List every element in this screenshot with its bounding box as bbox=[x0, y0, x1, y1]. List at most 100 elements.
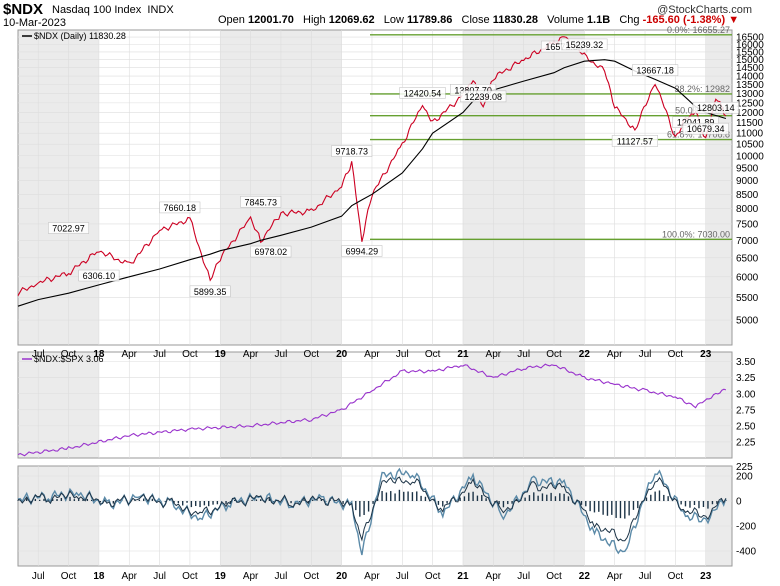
oscillator-slow-line bbox=[17, 476, 727, 542]
x-axis-tick-top: Apr bbox=[243, 349, 259, 360]
x-axis-tick-bottom: Oct bbox=[182, 571, 198, 582]
x-axis-tick-bottom: 23 bbox=[700, 571, 712, 582]
year-shade-band bbox=[18, 352, 99, 458]
x-axis-tick-bottom: 18 bbox=[93, 571, 105, 582]
x-axis-tick-top: Oct bbox=[61, 349, 77, 360]
quote-values: Open 12001.70 High 12069.62 Low 11789.86… bbox=[218, 14, 739, 26]
fib-level-label: 0.0%: 16655.27 bbox=[667, 25, 730, 35]
low-value: 11789.86 bbox=[407, 14, 453, 26]
x-axis-tick-bottom: Jul bbox=[517, 571, 530, 582]
price-point-label: 12041.89 bbox=[677, 118, 715, 128]
oscillator-top-label: 225 bbox=[736, 462, 753, 473]
x-axis-tick-bottom: Apr bbox=[243, 571, 259, 582]
price-point-label: 13667.18 bbox=[636, 66, 674, 76]
ratio-axis-tick: 3.25 bbox=[736, 373, 756, 384]
price-axis-tick: 8000 bbox=[736, 204, 759, 215]
grid-lines bbox=[18, 30, 732, 566]
fib-level-label: 61.8%: 10706.8 bbox=[667, 130, 730, 140]
x-axis-tick-top: Oct bbox=[182, 349, 198, 360]
moving-average-line bbox=[17, 59, 727, 307]
chg-value: -165.60 (-1.38%) bbox=[642, 14, 726, 26]
price-point-label-box bbox=[341, 245, 383, 257]
price-axis-tick: 11000 bbox=[736, 129, 764, 140]
x-axis-tick-bottom: Jul bbox=[396, 571, 409, 582]
price-axis-tick: 9000 bbox=[736, 176, 759, 187]
price-point-label: 7660.18 bbox=[164, 203, 197, 213]
oscillator-axis-tick: 200 bbox=[736, 472, 753, 483]
year-shade-band bbox=[705, 30, 732, 345]
price-point-label: 6306.10 bbox=[83, 271, 116, 281]
x-axis-tick-top: Oct bbox=[304, 349, 320, 360]
x-axis-tick-bottom: Oct bbox=[425, 571, 441, 582]
x-axis-tick-top: Apr bbox=[607, 349, 623, 360]
x-axis-tick-top: 21 bbox=[457, 349, 469, 360]
price-point-label: 13807.70 bbox=[454, 85, 492, 95]
x-axis-tick-bottom: Oct bbox=[546, 571, 562, 582]
symbol-title: $NDX bbox=[3, 1, 44, 18]
close-value: 11830.28 bbox=[492, 14, 538, 26]
price-point-label-box bbox=[611, 135, 658, 147]
open-value: 12001.70 bbox=[247, 14, 294, 26]
x-axis-tick-top: Jul bbox=[639, 349, 652, 360]
price-point-label-box bbox=[189, 285, 231, 298]
price-point-label-box bbox=[250, 245, 292, 258]
high-label: High bbox=[303, 14, 326, 26]
price-point-label: 12239.08 bbox=[464, 92, 502, 102]
price-point-label-box bbox=[460, 90, 507, 103]
price-axis-tick: 5000 bbox=[736, 316, 759, 327]
ratio-panel bbox=[17, 363, 727, 457]
price-point-label: 15239.32 bbox=[566, 40, 604, 50]
price-axis-tick: 7000 bbox=[736, 236, 759, 247]
panel-frame bbox=[17, 465, 733, 567]
x-axis-tick-bottom: Jul bbox=[639, 571, 652, 582]
x-axis-tick-bottom: Apr bbox=[121, 571, 137, 582]
price-point-label-box bbox=[682, 122, 729, 135]
x-axis-tick-bottom: 20 bbox=[336, 571, 348, 582]
price-point-label-box bbox=[692, 101, 739, 114]
index-name-text: Nasdaq 100 Index bbox=[52, 4, 142, 16]
fib-level-label: 100.0%: 7030.00 bbox=[662, 229, 730, 239]
ratio-axis-tick: 2.25 bbox=[736, 437, 756, 448]
price-axis-tick: 7500 bbox=[736, 219, 759, 230]
x-axis-tick-top: Apr bbox=[486, 349, 502, 360]
oscillator-axis-tick: 0 bbox=[736, 497, 742, 508]
chart-header: $NDX Nasdaq 100 Index INDX 10-Mar-2023 O… bbox=[0, 0, 780, 30]
oscillator-axis-tick: -400 bbox=[736, 547, 756, 558]
x-axis-tick-bottom: Apr bbox=[364, 571, 380, 582]
x-axis-tick-top: 18 bbox=[93, 349, 105, 360]
year-shade-band bbox=[18, 466, 99, 566]
ratio-axis-tick: 3.00 bbox=[736, 389, 756, 400]
price-axis-tick: 12000 bbox=[736, 108, 764, 119]
price-axis-tick: 6000 bbox=[736, 272, 759, 283]
price-point-label-box bbox=[632, 64, 679, 76]
ratio-axis-tick: 2.50 bbox=[736, 421, 756, 432]
price-point-label: 6978.02 bbox=[255, 247, 288, 257]
panel-frames bbox=[17, 29, 733, 567]
price-axis-tick: 13500 bbox=[736, 80, 764, 91]
price-axis-tick: 10500 bbox=[736, 140, 764, 151]
x-axis-tick-bottom: Oct bbox=[668, 571, 684, 582]
price-point-label-box bbox=[399, 87, 446, 99]
year-shade-band bbox=[705, 352, 732, 458]
price-point-label: 11127.57 bbox=[617, 136, 653, 146]
price-legend: $NDX (Daily) 11830.28 bbox=[34, 31, 126, 41]
ratio-axis-tick: 2.75 bbox=[736, 405, 756, 416]
price-axis-tick: 16500 bbox=[736, 33, 764, 44]
point-labels: 7022.97 6306.10 7660.18 5899.35 7845.73 6978.… bbox=[48, 38, 739, 298]
price-axis-tick: 15500 bbox=[736, 47, 764, 58]
x-axis-tick-top: 19 bbox=[215, 349, 227, 360]
x-axis-tick-top: Oct bbox=[546, 349, 562, 360]
brand-watermark: @StockCharts.com bbox=[657, 4, 752, 16]
oscillator-axis-tick: -200 bbox=[736, 522, 756, 533]
price-point-label-box bbox=[159, 201, 201, 214]
open-label: Open bbox=[218, 14, 245, 26]
price-axis-tick: 13000 bbox=[736, 89, 764, 100]
ratio-series-line bbox=[17, 363, 727, 457]
price-point-label: 12420.54 bbox=[404, 88, 442, 98]
x-axis-tick-top: Oct bbox=[425, 349, 441, 360]
axes: 5000 5500 6000 6500 7000 7500 8000 8500 9000 9500… bbox=[22, 31, 764, 582]
price-point-label: 6994.29 bbox=[346, 246, 379, 256]
ratio-axis-tick: 3.50 bbox=[736, 357, 756, 368]
price-point-label-box bbox=[78, 269, 120, 282]
close-label: Close bbox=[461, 14, 490, 26]
